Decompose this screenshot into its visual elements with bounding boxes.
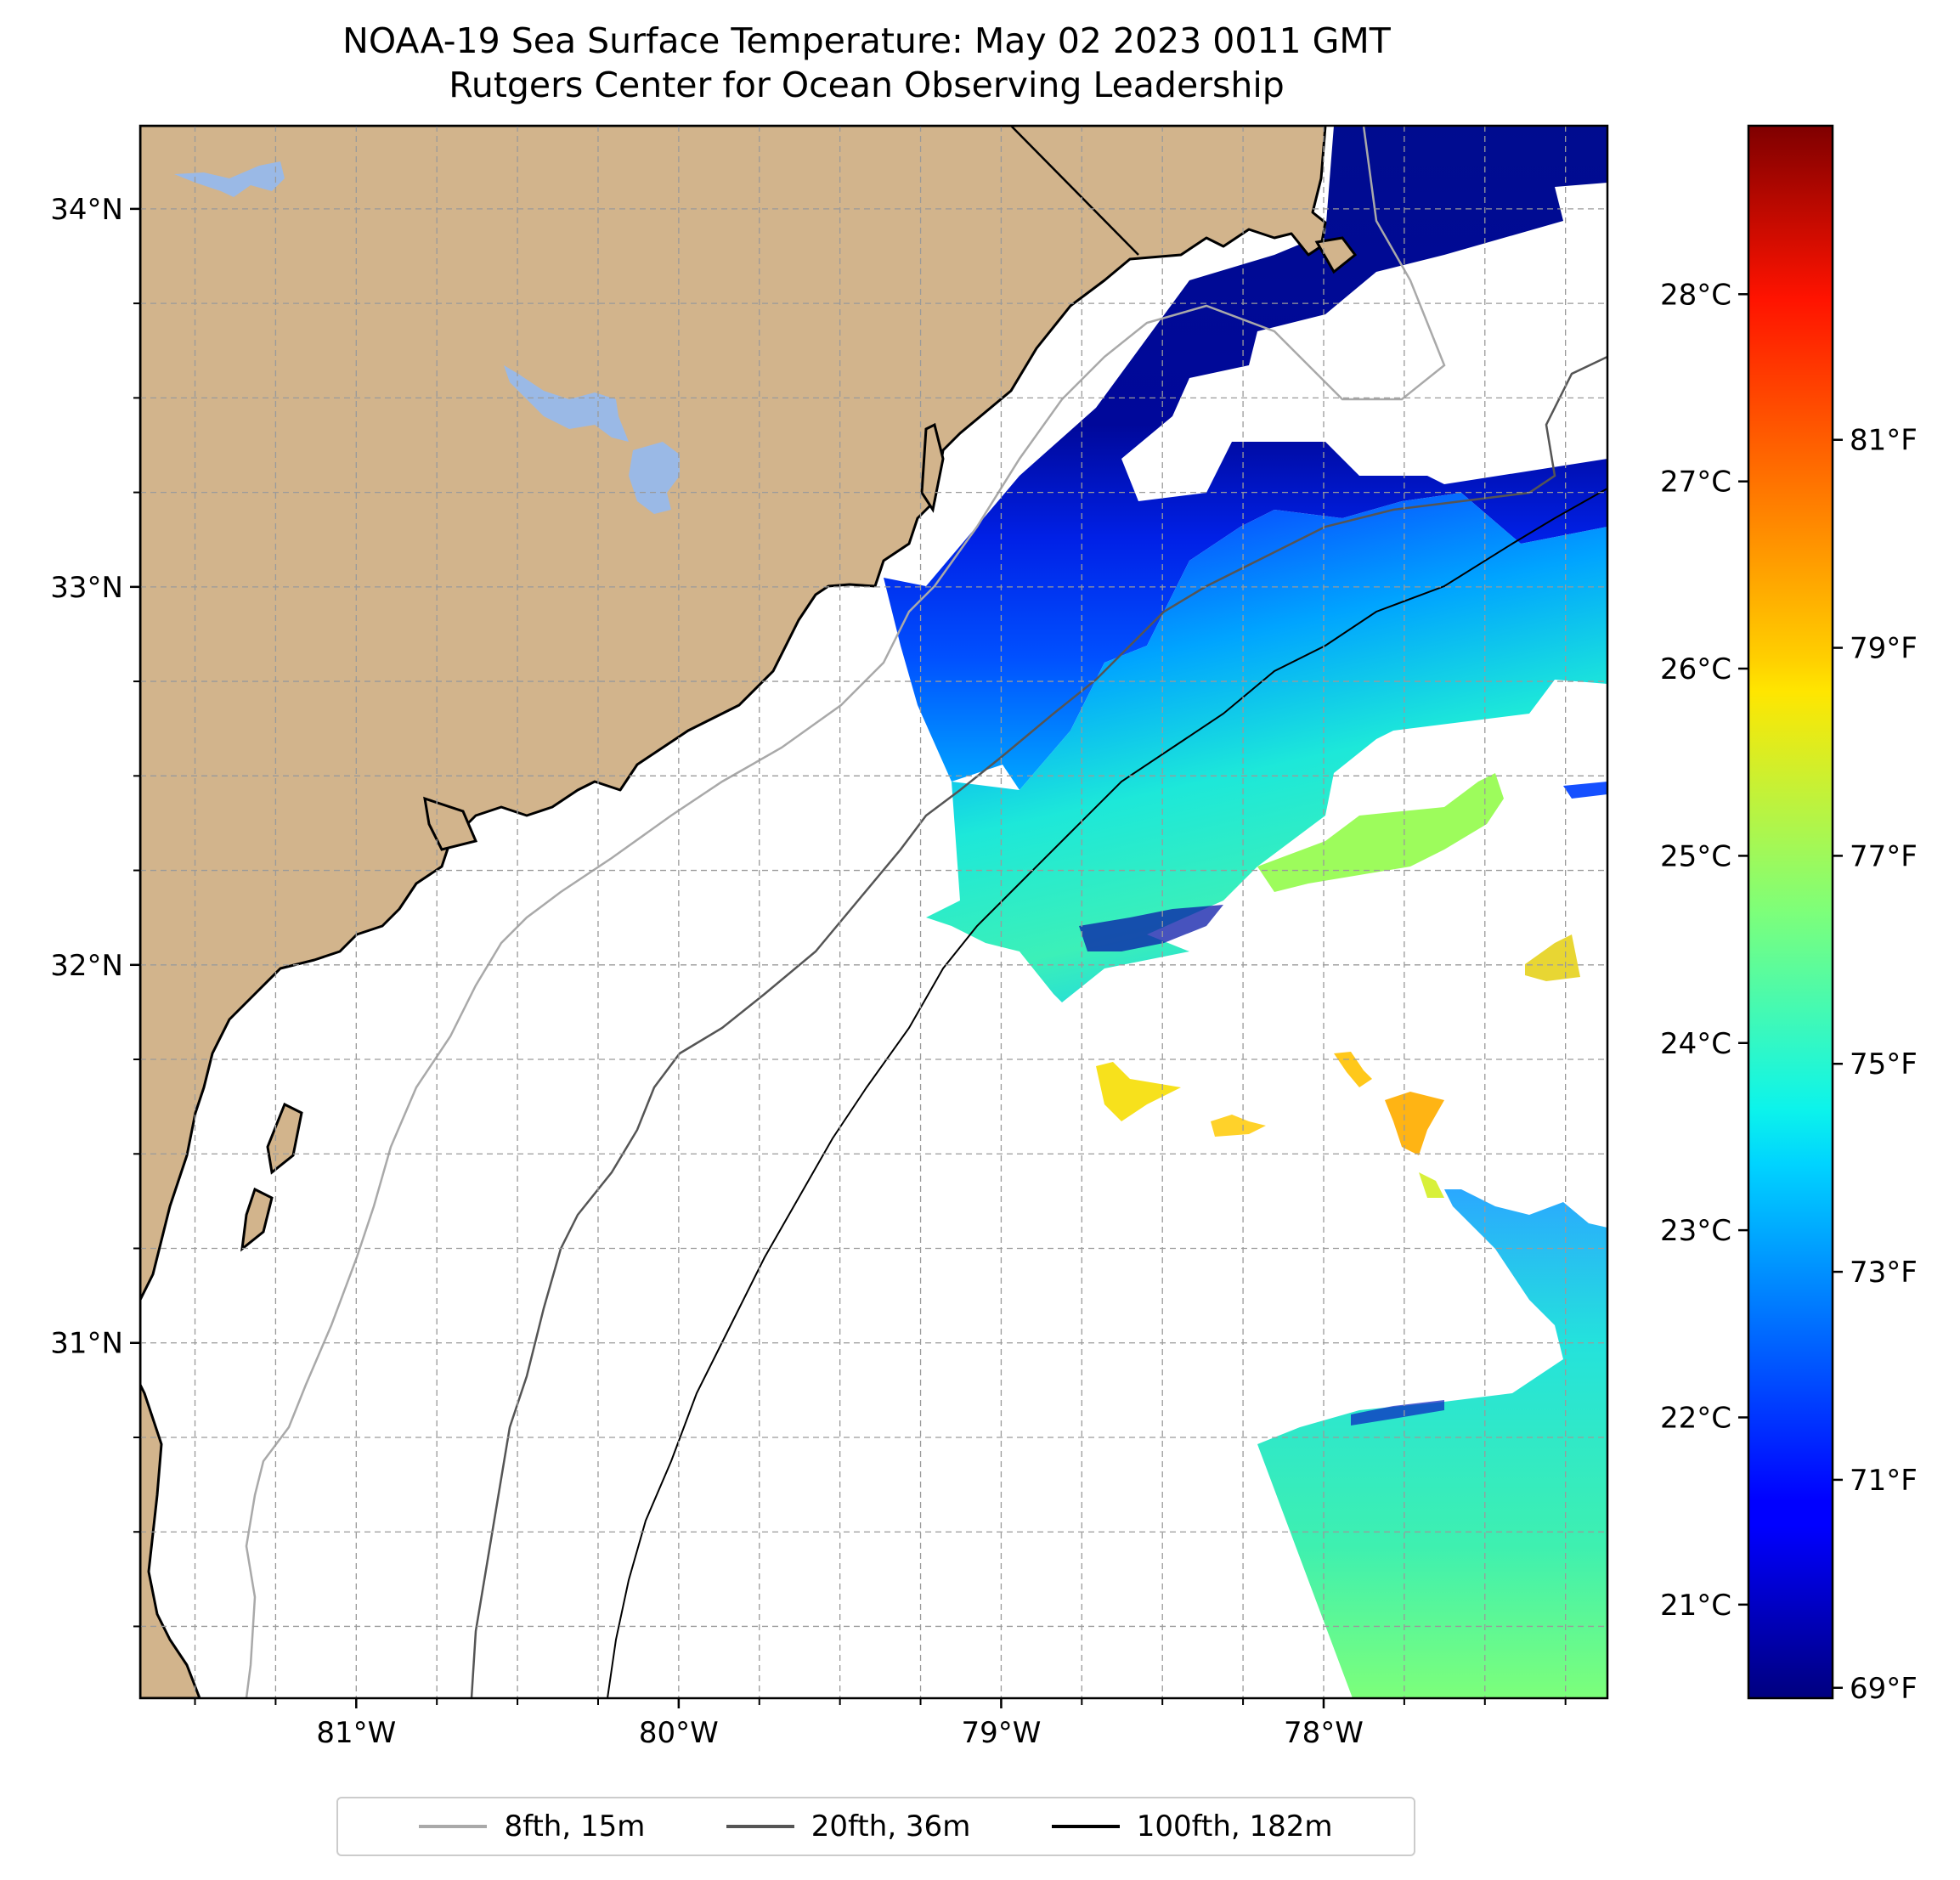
barrier-island-3	[240, 1187, 274, 1252]
map-frame	[138, 124, 1609, 1700]
sst-patch-1	[1096, 1062, 1181, 1121]
map-title: NOAA-19 Sea Surface Temperature: May 02 …	[0, 19, 1733, 107]
sst-patch-6	[1525, 934, 1580, 981]
state-border	[1010, 126, 1139, 256]
colorbar-fahrenheit-label: 73°F	[1850, 1256, 1918, 1290]
legend-item-8fth: 8fth, 15m	[419, 1809, 645, 1843]
colorbar-ticks: 28°C 27°C 26°C 25°C 24°C 23°C 22°C 21°C 81°F 79°F…	[1660, 278, 1918, 1705]
colorbar-fahrenheit-label: 79°F	[1850, 632, 1918, 666]
lat-tick-label: 32°N	[50, 949, 123, 983]
colorbar-fahrenheit-label: 69°F	[1850, 1672, 1918, 1706]
sst-patch-4	[1385, 1092, 1444, 1155]
isobath-legend: 8fth, 15m 20fth, 36m 100fth, 182m	[336, 1797, 1415, 1856]
sst-patch-2	[1211, 1115, 1266, 1137]
legend-label-100fth: 100fth, 182m	[1136, 1809, 1333, 1843]
colorbar-celsius-label: 21°C	[1660, 1589, 1731, 1623]
colorbar-fahrenheit-label: 81°F	[1850, 424, 1918, 458]
isobath-8fth	[245, 126, 1446, 1698]
lon-tick-label: 78°W	[1284, 1716, 1364, 1750]
lon-tick-label: 79°W	[961, 1716, 1041, 1750]
legend-item-20fth: 20fth, 36m	[726, 1809, 971, 1843]
sst-patch-5	[1419, 1172, 1444, 1198]
colorbar-celsius-label: 23°C	[1660, 1214, 1731, 1248]
sst-swath-north	[884, 126, 1607, 790]
legend-label-20fth: 20fth, 36m	[811, 1809, 971, 1843]
lat-tick-label: 33°N	[50, 571, 123, 605]
legend-label-8fth: 8fth, 15m	[504, 1809, 646, 1843]
lon-tick-label: 80°W	[639, 1716, 719, 1750]
colorbar-celsius-label: 27°C	[1660, 466, 1731, 500]
title-line-1: NOAA-19 Sea Surface Temperature: May 02 …	[342, 20, 1391, 61]
legend-item-100fth: 100fth, 182m	[1051, 1809, 1333, 1843]
sst-patch-7	[1563, 782, 1607, 799]
sst-dark-band	[1079, 905, 1223, 951]
colorbar-celsius-label: 25°C	[1660, 839, 1731, 873]
sst-patch-3	[1334, 1052, 1372, 1087]
lake-marion	[504, 365, 629, 442]
lat-tick-label: 34°N	[50, 193, 123, 227]
legend-swatch-20fth	[726, 1825, 794, 1828]
colorbar-fahrenheit-label: 77°F	[1850, 839, 1918, 873]
lat-tick-label: 31°N	[50, 1327, 123, 1361]
lake-moultrie	[629, 442, 680, 514]
sst-warm-filament	[1257, 773, 1504, 892]
sst-swath-south	[1257, 1189, 1607, 1698]
colorbar-fahrenheit-label: 75°F	[1850, 1047, 1918, 1081]
legend-swatch-8fth	[419, 1825, 488, 1828]
gridlines	[140, 126, 1607, 1698]
barrier-island-1	[423, 796, 478, 851]
sst-swath-mid	[926, 493, 1607, 1002]
lon-tick-label: 81°W	[316, 1716, 396, 1750]
sst-data-layer	[884, 126, 1607, 1698]
legend-swatch-100fth	[1051, 1825, 1120, 1828]
map-axis-ticks: 34°N 33°N 32°N 31°N 81°W 80°W 79°W 78°W	[50, 193, 1567, 1750]
colorbar-celsius-label: 24°C	[1660, 1027, 1731, 1061]
colorbar-celsius-label: 28°C	[1660, 278, 1731, 312]
isobath-100fth	[607, 488, 1607, 1698]
colorbar-celsius-label: 26°C	[1660, 652, 1731, 686]
map-area	[140, 126, 1607, 1698]
title-line-2: Rutgers Center for Ocean Observing Leade…	[449, 65, 1285, 105]
barrier-island-4	[1314, 236, 1358, 274]
colorbar-fahrenheit-label: 71°F	[1850, 1464, 1918, 1498]
sst-dark-band-south	[1351, 1400, 1444, 1426]
colorbar	[1747, 124, 1834, 1700]
lake-north	[174, 161, 285, 197]
colorbar-celsius-label: 22°C	[1660, 1401, 1731, 1435]
barrier-island-5	[920, 422, 945, 513]
